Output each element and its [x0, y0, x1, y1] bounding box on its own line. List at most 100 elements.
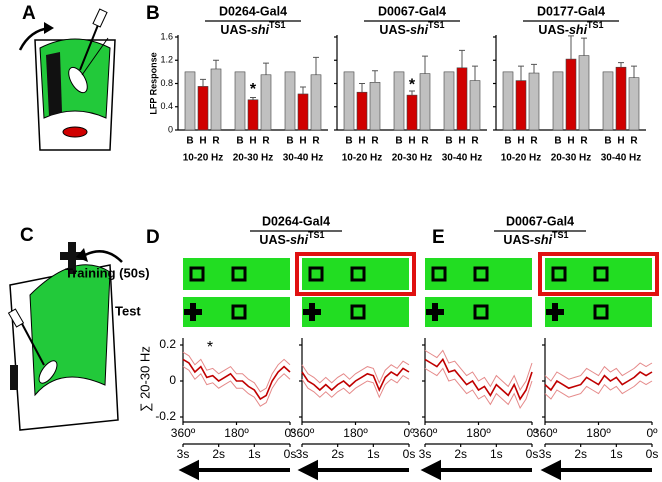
- trace: [301, 360, 410, 385]
- trace: [424, 367, 533, 410]
- chart-subtitle: UAS-shiTS1: [220, 20, 285, 37]
- error-bar: [300, 86, 306, 94]
- x-tick-label: 10-20 Hz: [501, 153, 542, 164]
- bar-label: R: [471, 136, 479, 147]
- subtitle-part: TS1: [587, 20, 604, 30]
- x2-tick-label: 0s: [526, 447, 539, 461]
- training-stimulus: [425, 258, 532, 290]
- trace: [301, 374, 410, 399]
- annotation: *: [207, 339, 213, 356]
- stripe-cross: [546, 303, 564, 321]
- row-label: Training (50s): [65, 265, 150, 280]
- y-tick-label: 0: [169, 373, 176, 387]
- stripe-square: [473, 304, 489, 320]
- chart-title: D0067-Gal4: [378, 4, 446, 18]
- error-bar: [200, 78, 206, 87]
- stripe-cross: [303, 303, 321, 321]
- y-tick-label: 0.8: [160, 78, 173, 88]
- y-tick-label: 1.6: [160, 31, 173, 41]
- x-tick-label: 20-30 Hz: [233, 153, 274, 164]
- bar-label: B: [236, 136, 243, 147]
- x-tick-label: 180º: [343, 426, 368, 440]
- bar-label: R: [530, 136, 538, 147]
- error-bar: [459, 49, 465, 68]
- trace: [544, 362, 653, 382]
- time-arrow: [178, 459, 290, 481]
- x2-tick-label: 3s: [539, 447, 552, 461]
- x2-tick-label: 3s: [177, 447, 190, 461]
- bar: [393, 71, 405, 131]
- stripe-square: [231, 304, 247, 320]
- y-tick-label: 0.2: [159, 337, 176, 351]
- bar: [515, 80, 527, 131]
- x-tick-label: 180º: [224, 426, 249, 440]
- panel-label: A: [22, 3, 36, 24]
- stripe-square: [473, 266, 489, 282]
- chart-subtitle: UAS-shiTS1: [379, 20, 444, 37]
- time-arrow: [540, 459, 652, 481]
- error-bar: [472, 65, 478, 81]
- x-tick-label: 180º: [466, 426, 491, 440]
- bar-label: R: [371, 136, 379, 147]
- time-arrow: [420, 459, 532, 481]
- error-bar: [568, 35, 574, 60]
- bar: [284, 71, 296, 131]
- bar: [184, 71, 196, 131]
- time-arrow: [297, 459, 409, 481]
- error-bar: [518, 65, 524, 81]
- subtitle-part: UAS-: [538, 23, 569, 37]
- bar-label: H: [517, 136, 524, 147]
- bar: [502, 71, 514, 131]
- y-tick-label: 0: [168, 124, 173, 134]
- x-tick-label: 30-40 Hz: [283, 153, 324, 164]
- subtitle-part: UAS-: [379, 23, 410, 37]
- error-bar: [359, 83, 365, 93]
- chart-title: D0177-Gal4: [537, 4, 605, 18]
- highlight-frame: [538, 252, 659, 296]
- annotation: *: [409, 76, 416, 93]
- illustration-a: [18, 8, 116, 151]
- bar-label: R: [630, 136, 638, 147]
- panel-title: D0067-Gal4: [506, 214, 574, 228]
- bar-label: H: [567, 136, 574, 147]
- bar-label: B: [445, 136, 452, 147]
- stripe-square: [431, 266, 447, 282]
- subtitle-part: shi: [251, 23, 270, 37]
- bar: [247, 99, 259, 131]
- x2-tick-label: 1s: [610, 447, 623, 461]
- y-tick-label: 1.2: [160, 55, 173, 65]
- stripe-square: [593, 304, 609, 320]
- error-bar: [531, 63, 537, 74]
- bar-label: R: [312, 136, 320, 147]
- bar: [602, 71, 614, 131]
- subtitle-part: shi: [290, 233, 309, 247]
- x2-tick-label: 3s: [296, 447, 309, 461]
- bar: [419, 73, 431, 131]
- x-tick-label: 360º: [290, 426, 315, 440]
- training-stimulus: [302, 258, 409, 290]
- x-tick-label: 10-20 Hz: [342, 153, 383, 164]
- trace: [424, 349, 533, 392]
- bar: [469, 80, 481, 131]
- x2-tick-label: 2s: [574, 447, 587, 461]
- subtitle-part: UAS-: [259, 233, 290, 247]
- bar: [456, 67, 468, 131]
- bar-label: B: [504, 136, 511, 147]
- subtitle-part: shi: [569, 23, 588, 37]
- panel-subtitle: UAS-shiTS1: [503, 230, 568, 247]
- bar: [615, 66, 627, 131]
- highlight-frame: [295, 252, 416, 296]
- error-bar: [263, 62, 269, 75]
- bar: [565, 58, 577, 131]
- error-bar: [250, 96, 256, 100]
- bar-label: B: [395, 136, 402, 147]
- x2-tick-label: 0s: [284, 447, 297, 461]
- stripe-cross: [426, 303, 444, 321]
- bar: [552, 71, 564, 131]
- trace: [424, 357, 533, 401]
- x-tick-label: 30-40 Hz: [442, 153, 483, 164]
- subtitle-part: TS1: [269, 20, 286, 30]
- x-tick-label: 20-30 Hz: [392, 153, 433, 164]
- panel-label: C: [20, 225, 34, 246]
